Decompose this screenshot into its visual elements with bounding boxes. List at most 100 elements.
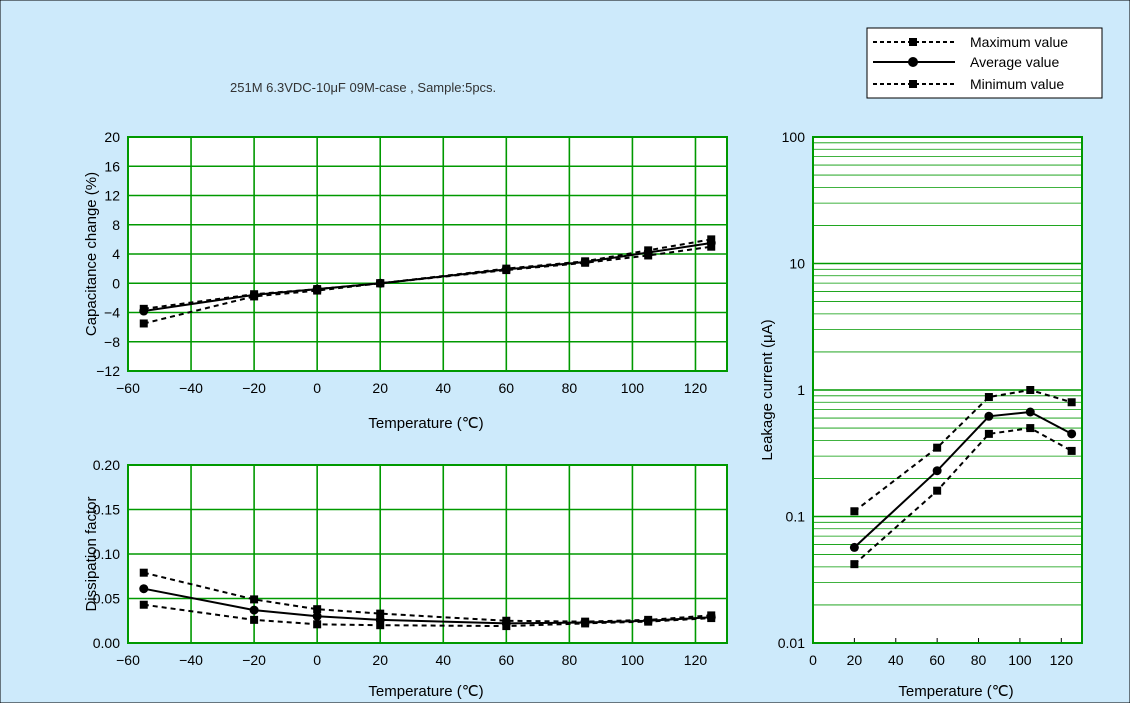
capacitance-x-tick-label: −20 [242,380,266,396]
legend-item-min: Minimum value [873,76,1064,92]
capacitance-y-axis-label: Capacitance change (%) [83,172,100,336]
dissipation-series-min-point [581,619,590,628]
dissipation-y-tick-label: 0.15 [93,502,120,518]
leakage-series-min-point [984,429,993,438]
dissipation-series-max-point [376,609,385,618]
dissipation-x-tick-label: 120 [684,652,708,668]
leakage-y-tick-label: 1 [797,382,805,398]
capacitance-chart: Capacitance change (%) Temperature (℃) −… [83,129,728,432]
leakage-series-max-point [933,443,942,452]
dissipation-y-tick-label: 0.20 [93,457,120,473]
capacitance-y-tick-label: 4 [112,246,120,262]
dissipation-x-tick-label: 60 [499,652,515,668]
dissipation-y-tick-label: 0.00 [93,635,120,651]
dissipation-chart: Dissipation factor Temperature (℃) 0.00 0… [83,457,728,700]
leakage-y-tick-label: 0.01 [778,635,805,651]
dissipation-series-max-point [139,568,148,577]
capacitance-x-tick-label: 0 [313,380,321,396]
leakage-y-tick-label: 100 [782,129,806,145]
legend-label-avg: Average value [970,54,1059,70]
legend-item-max: Maximum value [873,34,1068,50]
dissipation-series-avg-point [312,611,322,621]
capacitance-x-axis-label: Temperature (℃) [368,415,483,432]
capacitance-x-tick-label: 100 [621,380,645,396]
dissipation-x-tick-label: 40 [435,652,451,668]
capacitance-series-min-point [139,319,148,328]
dissipation-x-tick-label: 100 [621,652,645,668]
leakage-x-tick-label: 40 [888,652,904,668]
capacitance-series-min-point [376,279,385,288]
legend-marker-max [909,38,917,46]
leakage-x-axis-label: Temperature (℃) [898,683,1013,700]
leakage-x-tick-label: 80 [971,652,987,668]
leakage-series-min-point [1026,424,1035,433]
leakage-series-max-point [1026,386,1035,394]
capacitance-series-avg-point [139,306,149,316]
legend-marker-avg [908,57,918,67]
leakage-series-avg-point [984,411,994,421]
capacitance-series-min-point [250,292,259,301]
capacitance-y-tick-label: −12 [96,363,120,379]
dissipation-series-min-point [707,614,716,623]
chart-subtitle: 251M 6.3VDC-10μF 09M-case , Sample:5pcs. [230,80,496,95]
dissipation-x-tick-label: 80 [562,652,578,668]
dissipation-series-min-point [502,622,511,631]
leakage-x-tick-label: 20 [847,652,863,668]
dissipation-series-min-point [313,620,322,629]
legend-label-max: Maximum value [970,34,1068,50]
leakage-plot-frame [812,136,1083,644]
capacitance-y-tick-label: 0 [112,275,120,291]
capacitance-series-min-point [502,266,511,275]
capacitance-y-tick-label: 12 [104,188,120,204]
capacitance-series-min-point [707,242,716,251]
leakage-series-min-point [933,486,942,495]
capacitance-y-tick-label: 16 [104,158,120,174]
leakage-x-tick-label: 60 [929,652,945,668]
legend: Maximum value Average value Minimum valu… [866,27,1103,99]
leakage-y-tick-label: 10 [789,256,805,272]
leakage-series-avg-point [849,542,859,552]
capacitance-plot-frame [127,136,728,372]
dissipation-x-tick-label: −20 [242,652,266,668]
leakage-series-avg-point [932,466,942,476]
dissipation-series-avg-point [249,605,259,615]
legend-item-avg: Average value [873,54,1059,70]
leakage-series-max-point [984,393,993,402]
leakage-x-tick-label: 120 [1050,652,1074,668]
leakage-series-max-point [1067,398,1076,407]
dissipation-series-min-point [644,617,653,626]
dissipation-series-max-point [313,605,322,614]
leakage-series-avg-point [1067,429,1077,439]
dissipation-series-max-point [250,595,259,604]
leakage-y-tick-label: 0.1 [786,509,806,525]
dissipation-series-min-line [143,603,712,628]
leakage-chart: Leakage current (μA) Temperature (℃) 0.0… [759,129,1083,700]
leakage-series-max-point [850,507,859,516]
capacitance-x-tick-label: −60 [116,380,140,396]
leakage-x-tick-label: 0 [809,652,817,668]
leakage-y-axis-label: Leakage current (μA) [759,319,776,460]
capacitance-y-tick-label: 20 [104,129,120,145]
dissipation-x-tick-label: −40 [179,652,203,668]
dissipation-y-tick-label: 0.10 [93,546,120,562]
capacitance-series-min-line [143,245,712,325]
capacitance-x-tick-label: 80 [562,380,578,396]
leakage-series-avg-point [1025,407,1035,417]
capacitance-series-min-point [644,251,653,260]
capacitance-x-tick-label: 20 [372,380,388,396]
dissipation-series-min-point [250,615,259,624]
leakage-series-min-point [850,560,859,569]
capacitance-y-tick-label: −8 [104,334,120,350]
capacitance-x-tick-label: 40 [435,380,451,396]
dissipation-y-axis-label: Dissipation factor [83,496,100,611]
capacitance-series-avg-line [143,242,712,312]
dissipation-plot-frame [127,464,728,644]
capacitance-y-tick-label: −4 [104,305,120,321]
legend-marker-min [909,80,917,88]
capacitance-y-tick-label: 8 [112,217,120,233]
legend-label-min: Minimum value [970,76,1064,92]
dissipation-series-min-point [139,600,148,609]
capacitance-series-min-point [581,258,590,267]
